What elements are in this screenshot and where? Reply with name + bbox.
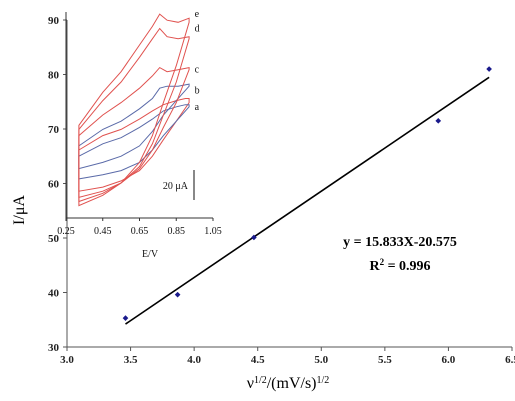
x-axis-label: ν1/2/(mV/s)1/2 bbox=[247, 375, 330, 393]
regression-line-path bbox=[125, 76, 490, 325]
inset-x-tick-label: 0.45 bbox=[94, 226, 112, 237]
y-axis-label: I/μA bbox=[11, 195, 28, 225]
inset-x-tick-label: 0.65 bbox=[131, 226, 149, 237]
inset-x-tick-label: 0.85 bbox=[168, 226, 186, 237]
cv-curve-b bbox=[78, 83, 190, 170]
inset-axes bbox=[65, 12, 213, 219]
x-tick-label: 3.5 bbox=[124, 354, 138, 366]
cv-curve-c bbox=[78, 66, 190, 199]
y-tick-label: 90 bbox=[48, 15, 60, 27]
data-point bbox=[251, 234, 257, 241]
curve-label-e: e bbox=[195, 9, 200, 20]
curve-label-a: a bbox=[195, 102, 200, 113]
x-tick-label: 6.0 bbox=[442, 354, 456, 366]
regression-equation: y = 15.833X-20.575 bbox=[343, 235, 457, 250]
inset-x-tick-label: 0.25 bbox=[57, 226, 75, 237]
inset-curves bbox=[78, 13, 190, 207]
x-tick-label: 4.5 bbox=[251, 354, 265, 366]
r-squared-label: R2 = 0.996 bbox=[369, 257, 430, 274]
curve-label-c: c bbox=[195, 65, 200, 76]
y-tick-label: 60 bbox=[48, 179, 60, 191]
regression-line bbox=[125, 76, 490, 325]
y-tick-label: 30 bbox=[48, 342, 60, 354]
main-chart-axes bbox=[66, 20, 512, 348]
inset-curve-labels: ed cba bbox=[195, 9, 200, 113]
x-tick-label: 6.5 bbox=[505, 354, 515, 366]
scale-bar-label: 20 μA bbox=[163, 181, 189, 192]
data-point bbox=[122, 315, 129, 321]
curve-label-b: b bbox=[195, 85, 200, 96]
x-tick-label: 4.0 bbox=[187, 354, 201, 366]
data-point bbox=[435, 117, 442, 124]
cv-curve-e bbox=[78, 13, 190, 207]
cv-curve-a bbox=[78, 104, 190, 180]
inset-x-tick-label: 1.05 bbox=[204, 226, 222, 237]
y-tick-label: 50 bbox=[48, 233, 60, 245]
data-points bbox=[122, 66, 492, 321]
x-tick-label: 5.0 bbox=[314, 354, 328, 366]
y-tick-label: 80 bbox=[48, 70, 60, 82]
y-tick-label: 40 bbox=[48, 288, 60, 300]
y-tick-label: 70 bbox=[48, 124, 60, 136]
x-tick-label: 5.5 bbox=[378, 354, 392, 366]
inset-x-axis-label: E/V bbox=[142, 249, 159, 260]
cv-curve-a bbox=[78, 98, 190, 192]
curve-label-d: d bbox=[195, 23, 200, 34]
data-point bbox=[174, 291, 181, 298]
data-point bbox=[486, 66, 492, 72]
inset-ticks: 0.25 0.45 0.65 0.85 1.05 bbox=[57, 218, 222, 237]
inset-voltammogram: 0.25 0.45 0.65 0.85 1.05 ed cba E/V 20 μA bbox=[57, 9, 222, 260]
main-chart-ticks: 3.0 3.5 4.0 4.5 5.0 5.5 6.0 6.5 30 40 50 60 70 80 90 bbox=[48, 15, 515, 366]
x-tick-label: 3.0 bbox=[60, 354, 74, 366]
